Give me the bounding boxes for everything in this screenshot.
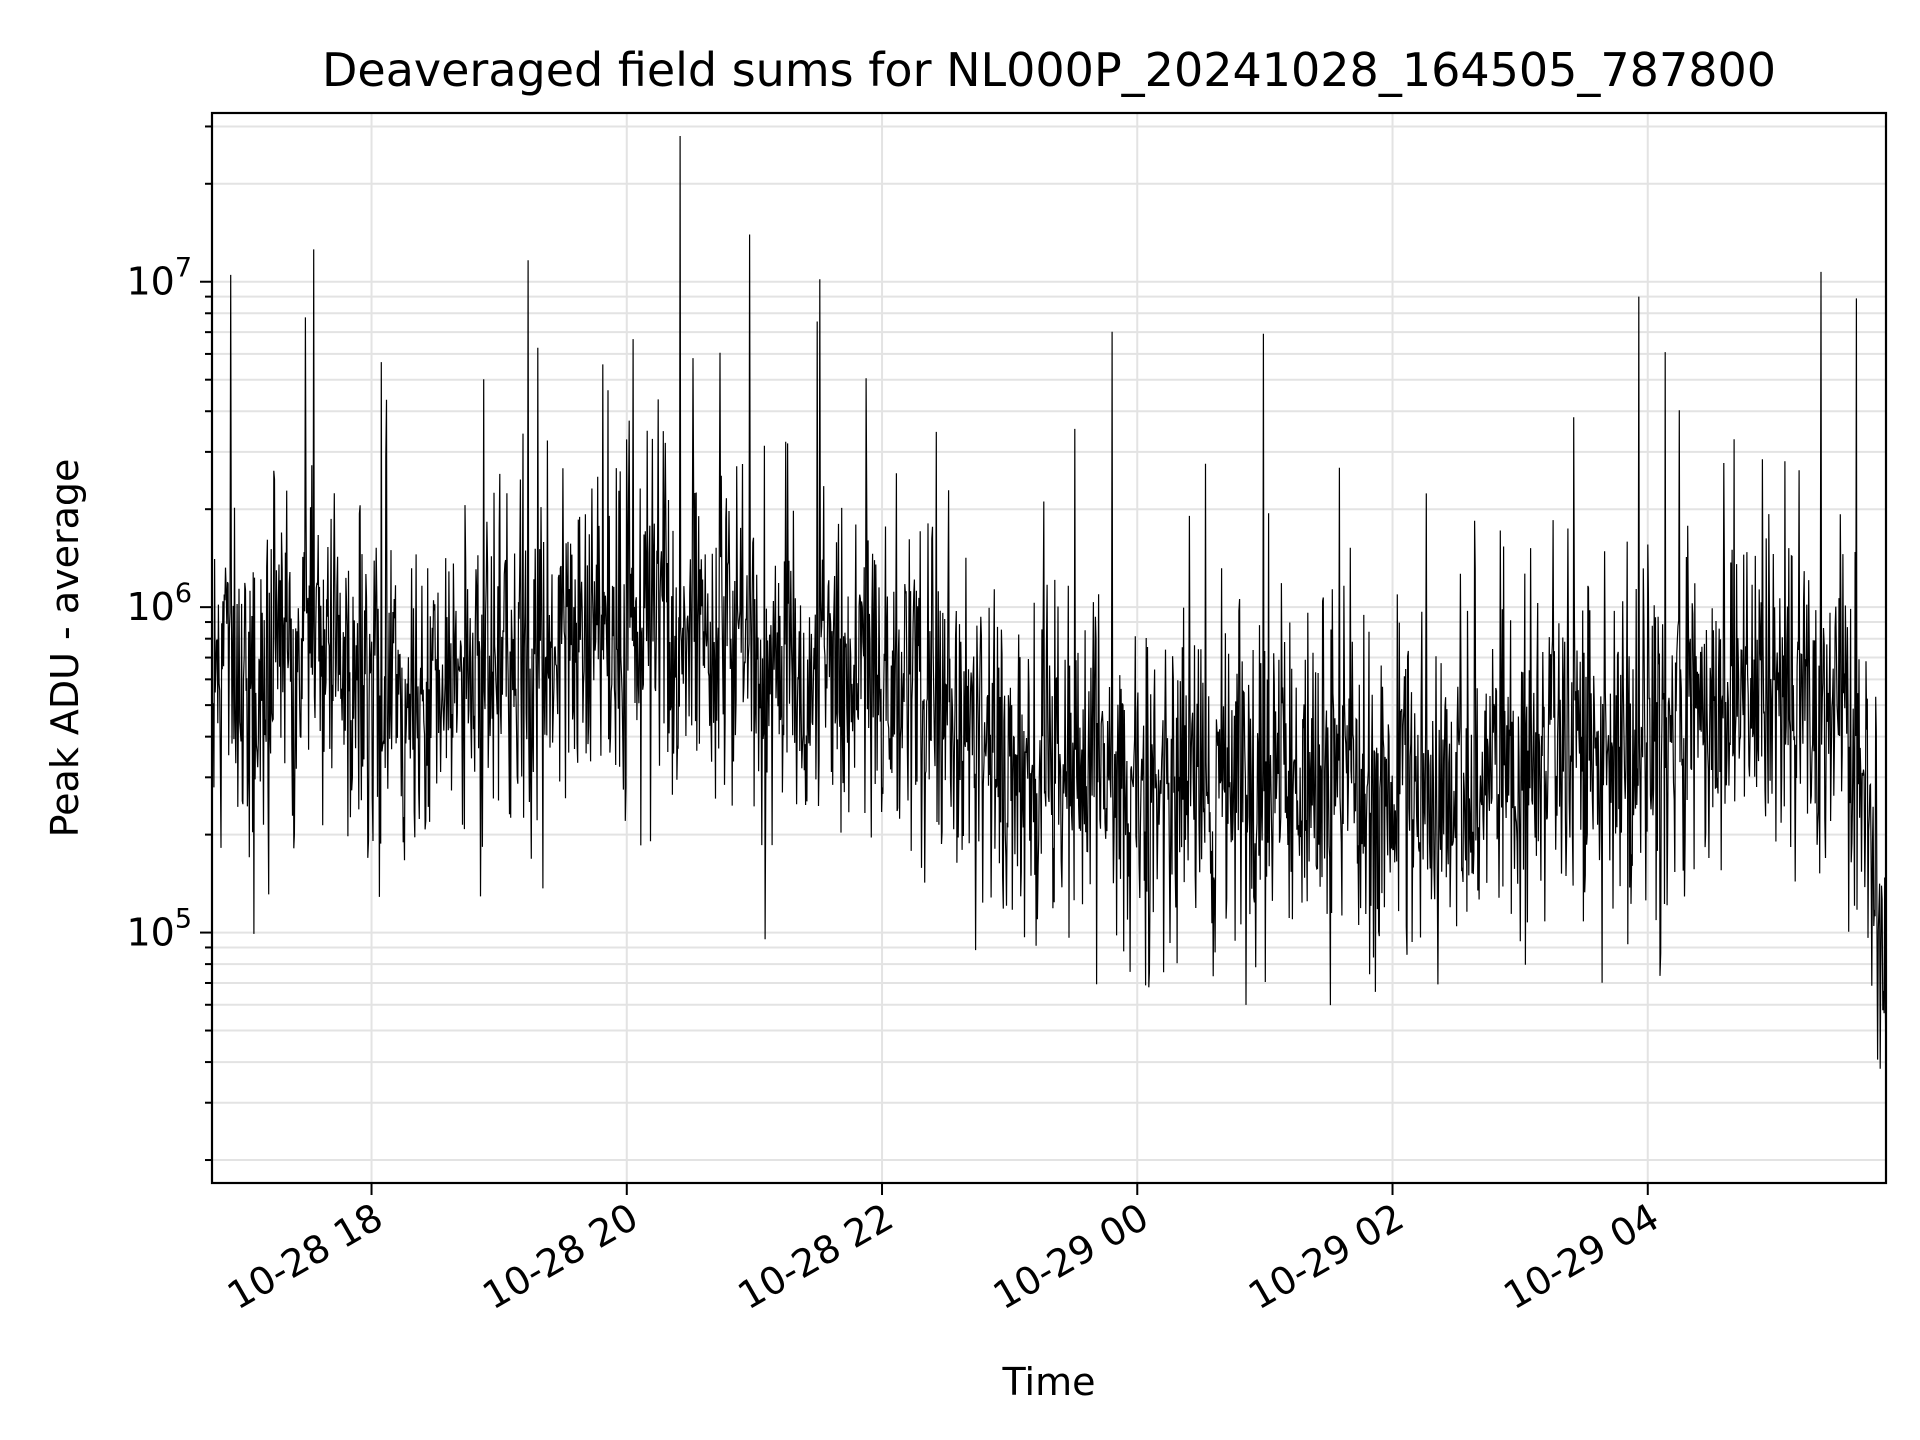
y-tick-exponent: 5	[175, 904, 192, 935]
y-tick-label: 106	[126, 578, 192, 629]
y-tick-base: 10	[126, 911, 174, 955]
series-layer	[211, 135, 1887, 1074]
grid	[212, 113, 1886, 1183]
series-line	[211, 135, 1887, 1074]
y-tick-base: 10	[126, 260, 174, 304]
x-tick-label: 10-28 22	[731, 1195, 901, 1319]
y-tick-exponent: 6	[175, 578, 192, 609]
x-axis: 10-28 18 10-28 20 10-28 22 10-29 00 10-29 02…	[220, 1183, 1666, 1318]
y-tick-base: 10	[126, 585, 174, 629]
x-axis-label: Time	[1002, 1360, 1096, 1404]
chart-title: Deaveraged field sums for NL000P_2024102…	[322, 43, 1776, 97]
x-tick-label: 10-29 04	[1496, 1195, 1666, 1319]
x-tick-label: 10-29 00	[986, 1195, 1156, 1319]
y-tick-label: 107	[126, 253, 192, 304]
x-tick-label: 10-29 02	[1241, 1195, 1411, 1319]
x-tick-label: 10-28 20	[475, 1195, 645, 1319]
x-tick-label: 10-28 18	[220, 1195, 390, 1319]
y-axis-label: Peak ADU - average	[43, 459, 87, 838]
y-tick-exponent: 7	[175, 253, 192, 284]
y-tick-label: 105	[126, 904, 192, 955]
plot-frame	[210, 111, 1888, 1185]
